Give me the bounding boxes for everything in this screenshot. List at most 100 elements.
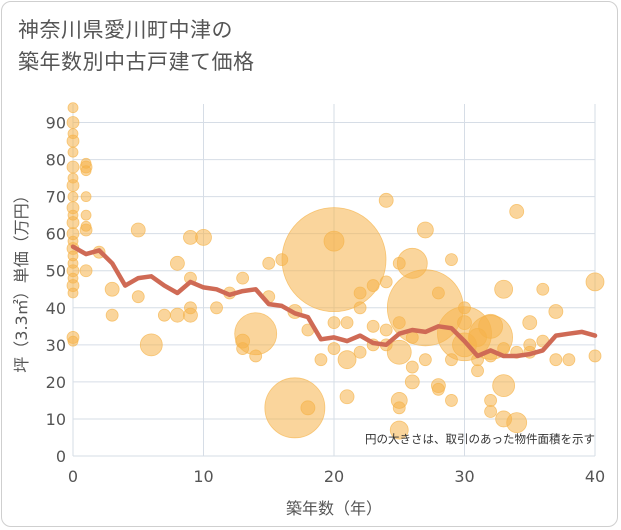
data-bubble [67,209,79,221]
data-bubble [392,256,406,270]
data-bubble [66,116,80,129]
trend-line [70,244,598,359]
data-bubble [323,230,345,252]
y-tick-label: 10 [46,410,66,429]
x-tick-label: 40 [585,467,605,486]
bubble-series [66,102,605,440]
data-bubble [494,279,514,299]
data-bubble [104,281,120,297]
data-bubble [416,221,434,239]
data-bubble [184,301,197,315]
data-bubble [549,353,563,367]
data-bubble [157,308,171,322]
x-tick-label: 20 [324,467,344,486]
data-bubble [314,353,328,367]
data-bubble [67,272,79,284]
data-bubble [445,394,458,407]
data-bubble [281,207,387,313]
data-bubble [195,228,212,246]
data-bubble [67,257,79,269]
data-bubble [236,271,250,285]
data-bubble [327,316,341,330]
data-bubble [67,102,79,114]
chart-title-line1: 神奈川県愛川町中津の [18,18,233,42]
chart-title: 神奈川県愛川町中津の 築年数別中古戸建て価格 [18,14,255,78]
y-axis-label: 坪（3.3㎡）単価（万円） [12,187,31,372]
chart-title-line2: 築年数別中古戸建て価格 [18,50,255,74]
data-bubble [379,275,393,289]
data-bubble [264,377,326,439]
data-bubble [79,264,93,278]
data-bubble [80,165,92,177]
size-annotation: 円の大きさは、取引のあった物件面積を示す [365,432,595,446]
data-bubble [67,172,79,184]
data-bubble [353,301,367,315]
data-bubble [67,287,79,299]
data-bubble [183,229,198,245]
data-bubble [327,342,341,355]
data-bubble [169,255,185,271]
data-bubble [340,316,354,330]
x-tick-labels: 0 10 20 30 40 [68,467,605,486]
data-bubble [585,272,605,292]
data-bubble [509,204,525,219]
data-bubble [562,353,576,367]
data-bubble [431,382,445,396]
x-axis-label: 築年数（年） [286,499,382,518]
data-bubble [130,222,146,238]
data-bubble [80,209,92,221]
data-bubble [484,405,498,418]
data-bubble [492,374,516,398]
y-tick-label: 80 [46,151,66,170]
data-bubble [536,282,550,296]
data-bubble [67,191,79,203]
data-bubble [80,191,92,203]
y-tick-label: 40 [46,299,66,318]
data-bubble [378,192,394,208]
data-bubble [445,253,458,267]
data-bubble [275,253,289,267]
x-tick-label: 10 [193,467,213,486]
y-tick-label: 60 [46,225,66,244]
data-bubble [468,328,487,347]
data-bubble [105,308,119,322]
data-bubble [353,286,367,300]
data-bubble [337,350,357,370]
data-bubble [457,315,472,331]
data-bubble [495,410,513,428]
y-tick-label: 0 [56,447,66,466]
y-tick-label: 30 [46,336,66,355]
data-bubble [353,345,367,359]
data-bubble [366,319,380,333]
data-bubble [392,316,406,330]
data-bubble [389,420,409,440]
y-tick-label: 90 [46,114,66,133]
data-bubble [405,360,419,374]
y-tick-labels: 0 10 20 30 40 50 60 70 80 90 [46,114,66,466]
data-bubble [386,339,412,365]
data-bubble [139,333,163,357]
x-tick-label: 30 [454,467,474,486]
data-bubble [471,364,484,378]
data-bubble [67,128,79,140]
data-bubble [431,286,445,300]
y-tick-label: 50 [46,262,66,281]
data-bubble [210,301,223,315]
data-bubble [379,323,393,337]
data-bubble [418,353,432,367]
data-bubble [366,279,380,292]
data-bubble [404,374,420,390]
data-bubble [67,146,79,158]
data-bubble [236,342,250,355]
data-bubble [392,401,406,415]
data-bubble [169,307,185,323]
data-bubble [131,290,145,304]
data-bubble [66,160,80,174]
y-tick-label: 70 [46,188,66,207]
y-tick-label: 20 [46,373,66,392]
data-bubble [300,400,316,416]
data-bubble [80,220,92,232]
data-bubble [458,301,471,315]
data-bubble [548,304,564,319]
